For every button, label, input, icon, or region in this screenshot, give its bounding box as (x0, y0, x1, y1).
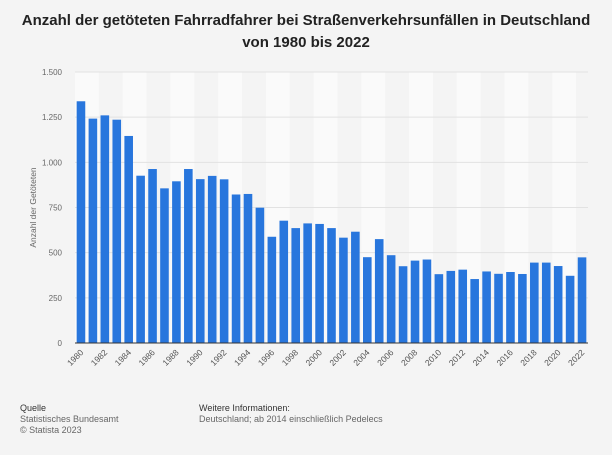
bar-2004 (362, 257, 372, 343)
bar-2002 (339, 237, 348, 343)
bar-2000 (315, 223, 324, 343)
x-tick-label: 2010 (423, 347, 444, 368)
bar-1981 (88, 118, 98, 343)
bar-2005 (374, 239, 384, 343)
x-tick-label: 2006 (375, 347, 396, 368)
bar-2017 (518, 273, 527, 343)
info-text: Deutschland; ab 2014 einschließlich Pede… (199, 414, 383, 424)
bar-1999 (303, 223, 312, 343)
x-tick-label: 2002 (327, 347, 348, 368)
bar-2022 (577, 257, 587, 343)
bar-1997 (279, 220, 289, 343)
x-tick-label: 1994 (232, 347, 253, 368)
bar-2003 (351, 231, 360, 343)
x-tick-label: 1990 (184, 347, 205, 368)
x-tick-label: 1984 (113, 347, 134, 368)
bar-2020 (553, 266, 563, 343)
bar-1993 (231, 194, 241, 343)
y-tick-label: 1.000 (42, 158, 63, 167)
bar-1995 (255, 207, 265, 343)
y-tick-label: 0 (58, 339, 63, 348)
source-line: Statistisches Bundesamt (20, 414, 119, 424)
bar-2019 (541, 262, 551, 343)
bar-2007 (398, 266, 408, 343)
x-tick-label: 2018 (518, 347, 539, 368)
bar-2006 (386, 255, 396, 343)
bar-2018 (530, 262, 539, 343)
bar-1992 (219, 179, 229, 343)
x-tick-label: 1988 (160, 347, 181, 368)
y-axis-label: Anzahl der Getöteten (28, 167, 38, 248)
bar-2008 (410, 260, 420, 343)
x-tick-label: 1996 (256, 347, 277, 368)
bar-1989 (184, 169, 193, 343)
bar-2012 (458, 269, 468, 343)
x-tick-label: 2014 (471, 347, 492, 368)
bar-1982 (100, 115, 110, 343)
bar-1991 (207, 175, 217, 343)
x-tick-label: 2000 (304, 347, 325, 368)
x-tick-label: 2016 (494, 347, 515, 368)
bar-2010 (434, 274, 444, 343)
bar-1998 (291, 228, 301, 343)
x-tick-label: 2022 (566, 347, 587, 368)
x-tick-label: 1992 (208, 347, 229, 368)
source-heading: Quelle (20, 403, 47, 413)
chart-title: Anzahl der getöteten Fahrradfahrer bei S… (21, 12, 591, 51)
x-tick-label: 1980 (65, 347, 86, 368)
bar-2016 (506, 271, 515, 343)
bar-1986 (148, 169, 157, 343)
bar-2011 (446, 270, 456, 343)
info-heading: Weitere Informationen: (199, 403, 290, 413)
bar-1988 (172, 181, 181, 343)
bar-2001 (327, 228, 336, 343)
info-block: Weitere Informationen: Deutschland; ab 2… (199, 403, 383, 425)
bar-2014 (482, 271, 491, 343)
y-tick-label: 250 (49, 294, 63, 303)
y-tick-label: 750 (49, 204, 63, 213)
bar-1983 (112, 119, 122, 343)
x-tick-label: 2020 (542, 347, 563, 368)
x-tick-label: 1998 (280, 347, 301, 368)
bar-2021 (565, 275, 575, 343)
bar-1994 (243, 193, 253, 343)
y-tick-label: 1.250 (42, 113, 63, 122)
bar-1980 (76, 101, 86, 343)
bar-1985 (136, 175, 145, 343)
x-tick-label: 2012 (447, 347, 468, 368)
bar-2009 (422, 259, 432, 343)
x-tick-label: 1986 (137, 347, 158, 368)
bar-1996 (267, 236, 277, 343)
bar-1987 (160, 188, 169, 343)
bar-2015 (494, 273, 503, 343)
bar-1984 (124, 135, 133, 343)
y-tick-label: 500 (49, 249, 63, 258)
source-block: Quelle Statistisches Bundesamt © Statist… (20, 403, 119, 436)
copyright: © Statista 2023 (20, 425, 82, 435)
bar-2013 (470, 279, 479, 343)
y-tick-label: 1.500 (42, 68, 63, 77)
x-tick-label: 2008 (399, 347, 420, 368)
bar-1990 (195, 179, 205, 343)
x-tick-label: 1982 (89, 347, 110, 368)
x-tick-label: 2004 (351, 347, 372, 368)
